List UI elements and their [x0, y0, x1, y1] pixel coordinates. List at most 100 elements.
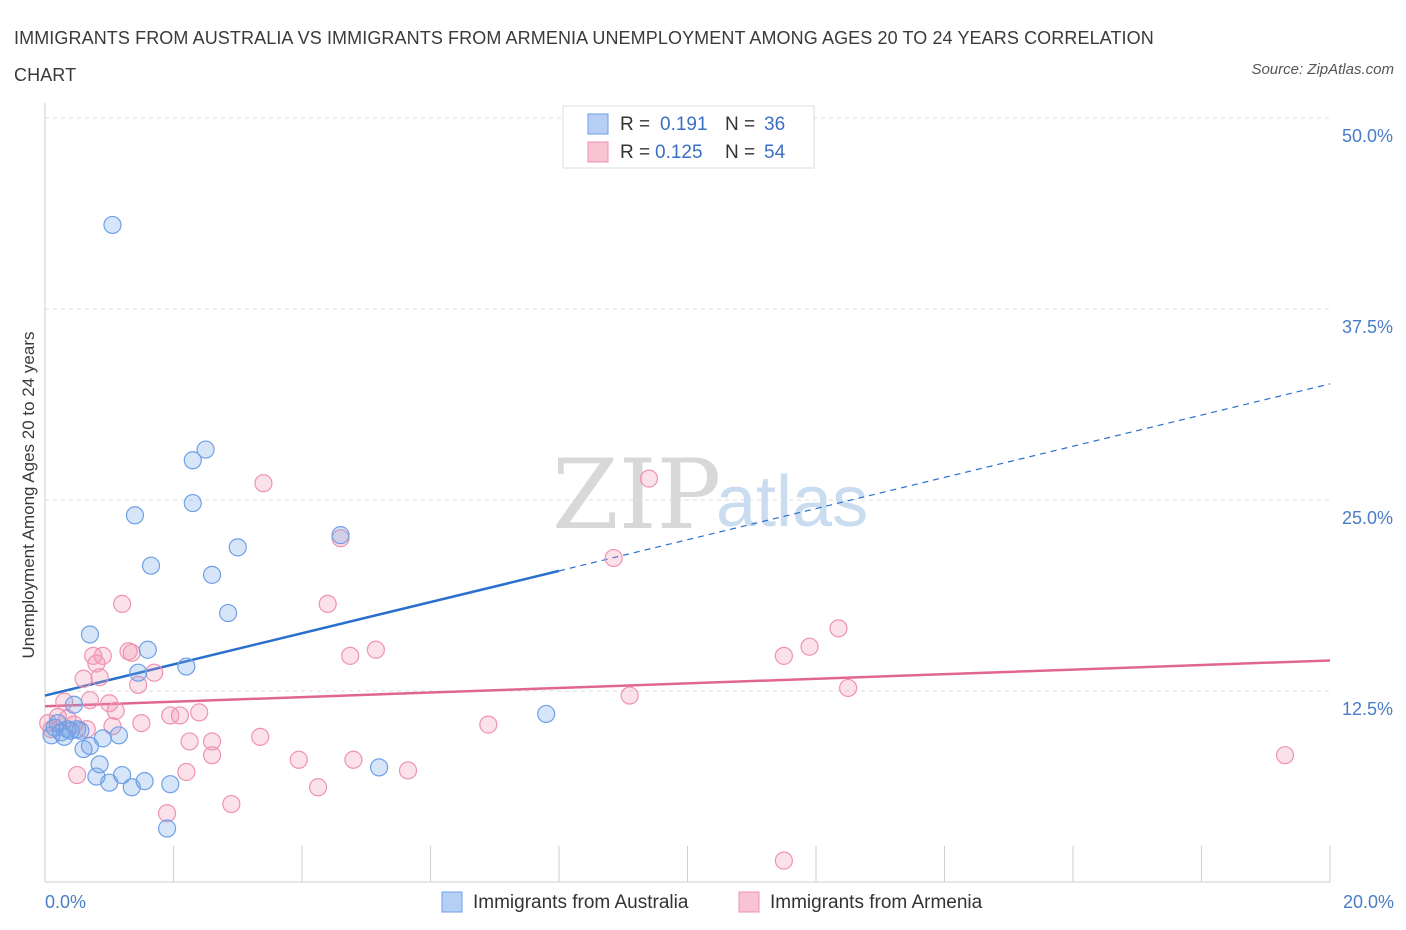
point-australia — [196, 440, 215, 459]
point-australia — [157, 819, 177, 838]
point-australia — [370, 758, 389, 777]
point-armenia — [180, 732, 199, 751]
legend-r-value-1: 0.191 — [660, 114, 708, 135]
point-armenia — [103, 717, 122, 736]
point-australia — [125, 506, 145, 525]
point-armenia — [202, 732, 222, 751]
bottom-legend-swatch-australia — [441, 891, 463, 913]
point-armenia — [170, 706, 190, 725]
point-armenia — [145, 663, 164, 682]
point-armenia — [157, 804, 177, 823]
point-australia — [202, 565, 222, 584]
trend-line-australia-extrapolated — [558, 383, 1331, 572]
point-armenia — [106, 701, 125, 720]
watermark-atlas: atlas — [716, 462, 868, 542]
y-axis-label: Unemployment Among Ages 20 to 24 years — [19, 332, 38, 659]
point-armenia — [177, 762, 196, 782]
point-armenia — [639, 469, 659, 488]
point-armenia — [398, 761, 418, 780]
point-armenia — [202, 746, 222, 765]
legend-r-label-1: R = — [620, 114, 650, 135]
point-australia — [129, 663, 148, 682]
point-australia — [93, 729, 112, 748]
watermark: ZIP atlas — [552, 439, 868, 551]
point-australia — [90, 755, 109, 774]
point-australia — [331, 526, 350, 545]
bottom-legend-label-australia: Immigrants from Australia — [473, 892, 689, 913]
source-label: Source: ZipAtlas.com — [1251, 61, 1394, 78]
point-australia — [135, 772, 154, 791]
point-armenia — [48, 707, 67, 727]
point-australia — [537, 704, 556, 724]
legend-n-value-2: 54 — [764, 142, 786, 163]
point-australia — [161, 775, 180, 794]
correlation-legend: R = 0.191 N = 36 R = 0.125 N = 54 — [562, 105, 815, 169]
point-armenia — [308, 778, 328, 797]
watermark-zip: ZIP — [552, 439, 721, 551]
chart-title: IMMIGRANTS FROM AUSTRALIA VS IMMIGRANTS … — [14, 28, 1154, 85]
point-armenia — [1275, 746, 1295, 765]
point-australia — [71, 721, 90, 740]
legend-r-value-2: 0.125 — [655, 142, 703, 163]
trend-line-armenia — [44, 659, 1331, 708]
point-armenia — [80, 691, 100, 710]
point-armenia — [774, 646, 793, 665]
point-australia — [109, 726, 128, 745]
point-australia — [141, 556, 161, 575]
point-armenia — [800, 637, 819, 656]
point-australia — [219, 603, 238, 623]
point-armenia — [289, 750, 308, 769]
point-australia — [64, 695, 84, 714]
point-australia — [103, 215, 122, 235]
y-tick-label: 12.5% — [1342, 699, 1393, 719]
point-armenia — [93, 646, 112, 665]
legend-swatch-australia — [587, 113, 609, 135]
point-armenia — [112, 594, 132, 614]
point-australia — [80, 625, 100, 644]
point-armenia — [122, 643, 141, 662]
point-armenia — [839, 678, 858, 698]
legend-n-label-2: N = — [725, 142, 755, 163]
point-australia — [183, 493, 202, 513]
legend-n-label-1: N = — [725, 114, 755, 135]
point-armenia — [620, 686, 639, 705]
point-armenia — [68, 765, 87, 785]
point-armenia — [90, 668, 109, 687]
point-armenia — [251, 727, 270, 746]
point-armenia — [774, 851, 793, 870]
point-armenia — [100, 694, 119, 713]
x-tick-label-min: 0.0% — [45, 892, 86, 912]
legend-swatch-armenia — [587, 141, 609, 163]
bottom-legend-label-armenia: Immigrants from Armenia — [770, 892, 983, 913]
point-australia — [228, 538, 247, 557]
point-armenia — [87, 654, 106, 673]
point-armenia — [479, 715, 498, 734]
trend-lines — [44, 383, 1331, 708]
point-armenia — [366, 640, 385, 659]
series-legend: Immigrants from Australia Immigrants fro… — [441, 891, 983, 913]
point-australia — [183, 451, 202, 470]
y-tick-labels: 12.5% 25.0% 37.5% 50.0% — [1342, 126, 1393, 719]
x-tick-labels: 0.0% 20.0% — [45, 892, 1394, 912]
axes — [44, 103, 1330, 883]
point-armenia — [161, 706, 180, 725]
y-tick-label: 37.5% — [1342, 317, 1393, 337]
point-armenia — [190, 703, 209, 722]
point-armenia — [74, 669, 93, 688]
point-armenia — [254, 474, 273, 493]
y-tick-label: 25.0% — [1342, 508, 1393, 528]
point-australia — [112, 765, 132, 785]
trend-line-australia — [44, 569, 560, 697]
point-armenia — [132, 713, 151, 733]
point-armenia — [344, 750, 363, 769]
point-armenia — [341, 646, 360, 665]
x-tick-label-max: 20.0% — [1343, 892, 1394, 912]
point-armenia — [318, 594, 337, 614]
legend-n-value-1: 36 — [764, 114, 785, 135]
legend-r-label-2: R = — [620, 142, 650, 163]
point-armenia — [829, 619, 848, 638]
point-australia — [177, 657, 196, 676]
bottom-legend-swatch-armenia — [738, 891, 760, 913]
y-tick-label: 50.0% — [1342, 126, 1393, 146]
